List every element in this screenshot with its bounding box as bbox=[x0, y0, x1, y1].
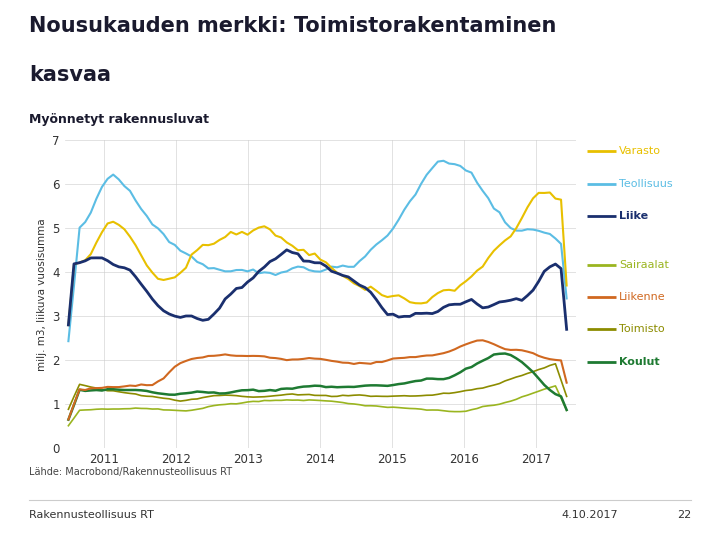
Text: Liike: Liike bbox=[619, 211, 648, 221]
Text: Liikenne: Liikenne bbox=[619, 292, 666, 302]
Text: Koulut: Koulut bbox=[619, 357, 660, 367]
Text: Sairaalat: Sairaalat bbox=[619, 260, 669, 269]
Text: Toimisto: Toimisto bbox=[619, 325, 665, 334]
Text: Rakennusteollisuus RT: Rakennusteollisuus RT bbox=[29, 510, 153, 521]
Text: Teollisuus: Teollisuus bbox=[619, 179, 672, 188]
Text: Nousukauden merkki: Toimistorakentaminen: Nousukauden merkki: Toimistorakentaminen bbox=[29, 16, 556, 36]
Text: Lähde: Macrobond/Rakennusteollisuus RT: Lähde: Macrobond/Rakennusteollisuus RT bbox=[29, 467, 232, 477]
Text: kasvaa: kasvaa bbox=[29, 65, 111, 85]
Text: 22: 22 bbox=[677, 510, 691, 521]
Text: 4.10.2017: 4.10.2017 bbox=[562, 510, 618, 521]
Text: Myönnetyt rakennusluvat: Myönnetyt rakennusluvat bbox=[29, 113, 209, 126]
Text: Varasto: Varasto bbox=[619, 146, 661, 156]
Y-axis label: milj. m3, liikuva vuosisumma: milj. m3, liikuva vuosisumma bbox=[37, 218, 47, 370]
